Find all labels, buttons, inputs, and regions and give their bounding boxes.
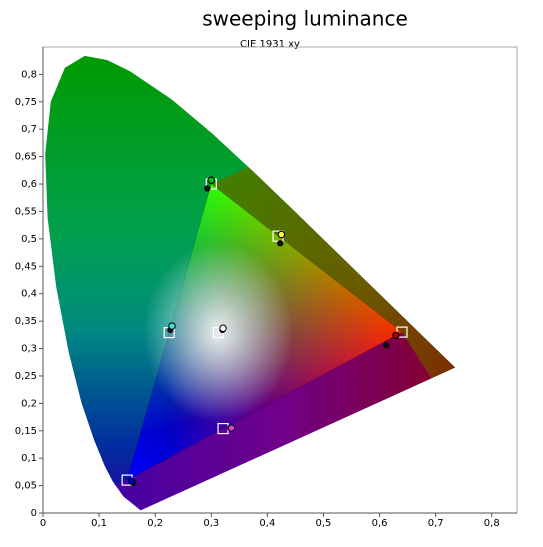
y-tick-label: 0,45: [15, 261, 37, 272]
y-tick-label: 0,8: [21, 69, 37, 80]
measured-marker: [277, 240, 284, 247]
measured-color-marker: [168, 322, 176, 330]
x-tick-label: 0,4: [259, 518, 275, 529]
measured-color-marker: [392, 331, 400, 340]
y-tick-label: 0,2: [21, 398, 37, 409]
measured-color-marker: [277, 230, 286, 239]
y-tick-label: 0,75: [15, 97, 37, 108]
y-tick-label: 0,6: [21, 179, 37, 190]
y-tick-label: 0,5: [21, 234, 37, 245]
y-tick-label: 0,65: [15, 152, 37, 163]
y-tick-label: 0,7: [21, 124, 37, 135]
y-tick-label: 0,4: [21, 289, 37, 300]
y-tick-label: 0,3: [21, 344, 37, 355]
x-tick-label: 0: [40, 518, 46, 529]
measured-marker: [204, 185, 211, 192]
y-tick-label: 0,15: [15, 426, 37, 437]
measured-color-marker: [219, 324, 227, 332]
x-tick-label: 0,3: [203, 518, 219, 529]
measured-color-marker: [227, 424, 236, 432]
y-tick-label: 0,55: [15, 206, 37, 217]
white-glow: [143, 242, 294, 423]
chart-subtitle: CIE 1931 xy: [240, 39, 300, 50]
measured-color-marker: [207, 176, 215, 184]
y-tick-label: 0,25: [15, 371, 37, 382]
measured-color-marker: [127, 477, 136, 485]
x-tick-label: 0,7: [428, 518, 444, 529]
measured-marker: [383, 342, 390, 349]
y-tick-label: 0,05: [15, 481, 37, 492]
y-tick-label: 0,1: [21, 453, 37, 464]
x-tick-label: 0,1: [91, 518, 107, 529]
chart-title: sweeping luminance: [202, 7, 408, 31]
y-tick-label: 0: [31, 508, 37, 519]
x-tick-label: 0,6: [372, 518, 388, 529]
x-tick-label: 0,2: [147, 518, 163, 529]
x-tick-label: 0,8: [484, 518, 500, 529]
y-tick-label: 0,35: [15, 316, 37, 327]
x-tick-label: 0,5: [316, 518, 332, 529]
